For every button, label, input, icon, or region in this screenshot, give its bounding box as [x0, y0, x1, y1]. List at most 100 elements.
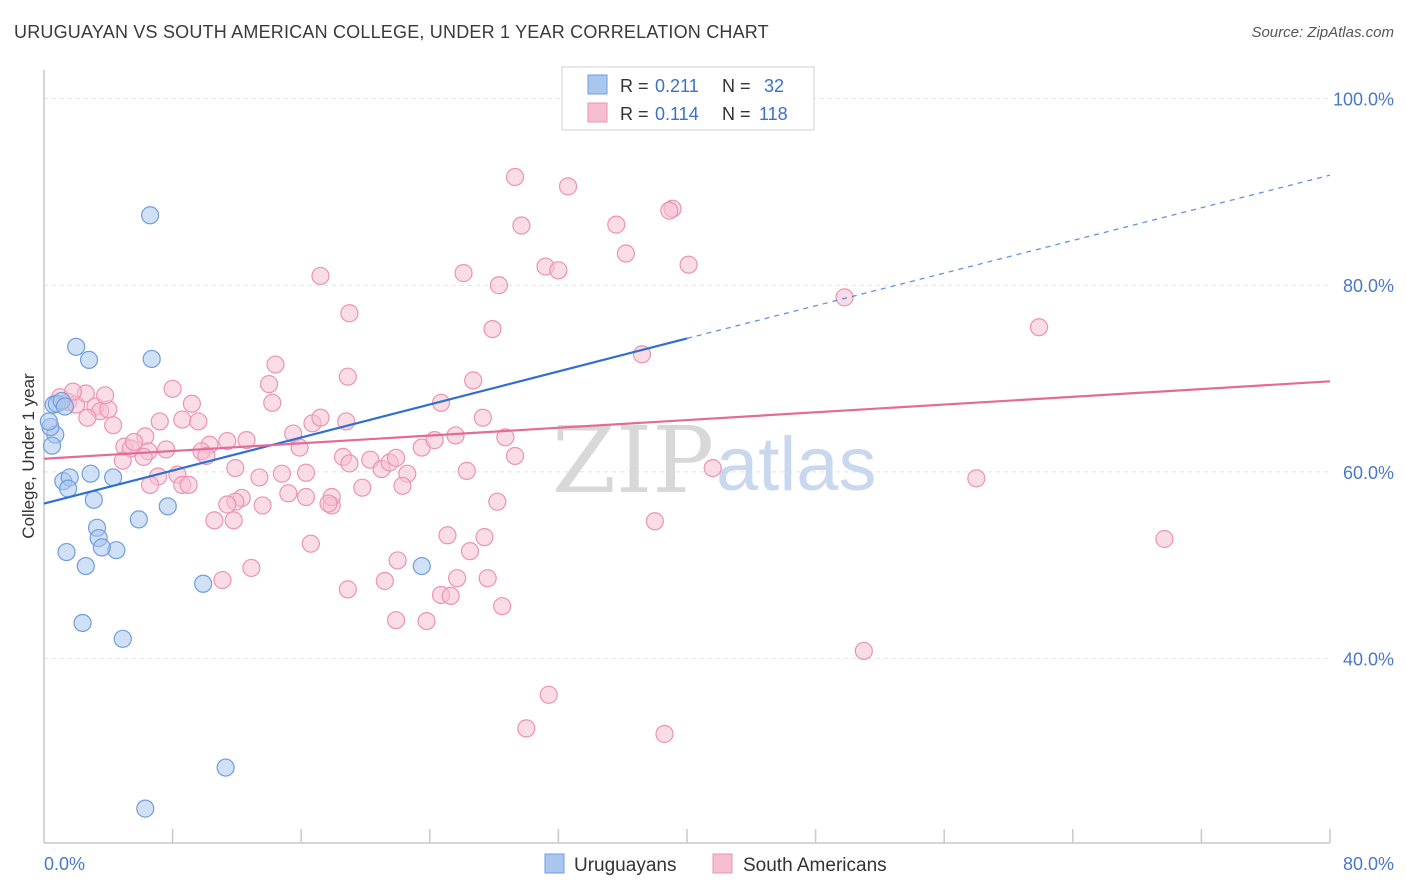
south-american-point-39	[263, 393, 282, 412]
south-american-point-28	[113, 451, 132, 470]
south-american-point-59	[386, 448, 406, 467]
south-american-point-70	[505, 446, 525, 466]
south-american-point-72	[475, 528, 494, 547]
south-american-point-79	[493, 597, 512, 616]
south-american-point-50	[296, 487, 316, 507]
south-american-point-82	[386, 611, 406, 630]
uruguayan-point-18	[129, 510, 148, 529]
south-american-point-85	[242, 558, 261, 578]
south-american-point-48	[253, 496, 272, 515]
south-american-point-87	[218, 495, 237, 514]
south-american-point-86	[213, 570, 232, 590]
south-american-point-83	[417, 611, 436, 631]
x-tick-label-min: 0.0%	[44, 854, 85, 874]
y-tick-label-60: 60.0%	[1343, 463, 1394, 483]
south-american-point-78	[478, 569, 497, 588]
bottom-legend-uruguayans: Uruguayans	[574, 855, 676, 876]
south-american-point-23	[218, 431, 237, 451]
legend-r-value-2: 0.114	[655, 104, 699, 124]
south-american-point-103	[558, 177, 578, 196]
y-tick-label-40: 40.0%	[1343, 649, 1394, 669]
south-american-point-71	[488, 492, 507, 511]
south-american-point-84	[338, 580, 357, 599]
watermark: ZIP atlas	[552, 407, 877, 514]
legend-r-value-1: 0.211	[655, 76, 699, 96]
y-tick-label-80: 80.0%	[1343, 276, 1394, 296]
watermark-zip: ZIP	[552, 407, 714, 514]
y-tick-label-100: 100.0%	[1333, 90, 1394, 110]
south-american-point-74	[460, 542, 480, 561]
south-american-point-19	[173, 410, 192, 429]
south-american-point-41	[266, 355, 285, 374]
bottom-legend-swatch-uruguayans	[544, 853, 565, 874]
south-americans-trend-line	[43, 380, 1331, 460]
south-american-point-7	[78, 408, 97, 427]
south-american-point-10	[95, 386, 115, 405]
south-american-point-110	[703, 458, 722, 478]
watermark-atlas: atlas	[716, 422, 877, 507]
south-american-point-49	[279, 484, 298, 503]
south-american-point-27	[134, 447, 153, 467]
uruguayan-point-31	[55, 397, 74, 416]
south-american-point-113	[967, 469, 986, 488]
uruguayan-point-8	[79, 350, 99, 369]
south-american-point-15	[150, 412, 169, 431]
south-american-point-92	[340, 304, 359, 323]
south-american-point-11	[104, 416, 123, 435]
uruguayan-point-14	[57, 542, 76, 562]
legend-swatch-south-americans	[587, 102, 608, 123]
uruguayan-point-24	[194, 574, 213, 593]
south-american-point-77	[441, 586, 460, 606]
south-american-point-43	[290, 438, 309, 457]
stats-legend: R = 0.211 N = 32 R = 0.114 N = 118	[561, 66, 815, 131]
south-american-point-104	[607, 215, 626, 234]
bottom-legend-south-americans: South Americans	[743, 855, 887, 876]
uruguayan-point-7	[67, 337, 86, 356]
legend-r-label-1: R =	[620, 76, 649, 96]
uruguayans-points	[39, 206, 431, 818]
bottom-legend-swatch-south-americans	[712, 853, 733, 874]
south-american-point-66	[457, 461, 476, 480]
uruguayan-point-6	[59, 479, 78, 498]
south-american-point-33	[179, 475, 198, 494]
south-american-point-37	[296, 463, 316, 482]
legend-n-value-2: 118	[759, 104, 788, 124]
uruguayan-point-3	[42, 436, 62, 455]
south-american-point-91	[301, 534, 320, 553]
series-legend: Uruguayans South Americans	[544, 853, 887, 876]
x-ticks	[171, 829, 1331, 843]
uruguayan-point-17	[92, 538, 111, 557]
south-american-point-88	[224, 511, 243, 530]
south-american-point-61	[393, 476, 412, 495]
south-american-point-17	[163, 379, 182, 398]
south-american-point-26	[157, 440, 176, 459]
south-american-point-75	[448, 569, 467, 588]
south-american-point-81	[375, 571, 394, 591]
south-american-point-96	[454, 264, 473, 283]
south-american-point-93	[319, 494, 338, 513]
y-tick-labels: 40.0% 60.0% 80.0% 100.0%	[1333, 90, 1394, 670]
uruguayan-point-15	[76, 556, 95, 576]
south-american-point-69	[496, 428, 515, 447]
south-american-point-18	[182, 394, 201, 413]
south-american-point-108	[660, 201, 679, 220]
uruguayan-point-11	[84, 490, 103, 509]
south-american-point-89	[205, 511, 224, 530]
south-american-point-102	[549, 261, 568, 280]
uruguayan-point-27	[412, 556, 431, 576]
y-axis-title: College, Under 1 year	[19, 373, 38, 539]
south-american-point-45	[311, 408, 330, 427]
south-american-point-100	[505, 167, 525, 187]
south-american-point-55	[353, 478, 372, 497]
south-american-point-105	[616, 244, 636, 263]
uruguayan-point-26	[136, 799, 155, 818]
south-american-point-111	[835, 288, 854, 307]
south-american-point-112	[1029, 318, 1049, 337]
uruguayans-trend-extension	[686, 174, 1331, 340]
uruguayan-point-25	[216, 758, 235, 777]
south-american-point-36	[272, 464, 292, 483]
uruguayan-point-9	[81, 464, 100, 483]
uruguayan-point-32	[39, 412, 58, 431]
south-american-point-115	[645, 512, 664, 531]
